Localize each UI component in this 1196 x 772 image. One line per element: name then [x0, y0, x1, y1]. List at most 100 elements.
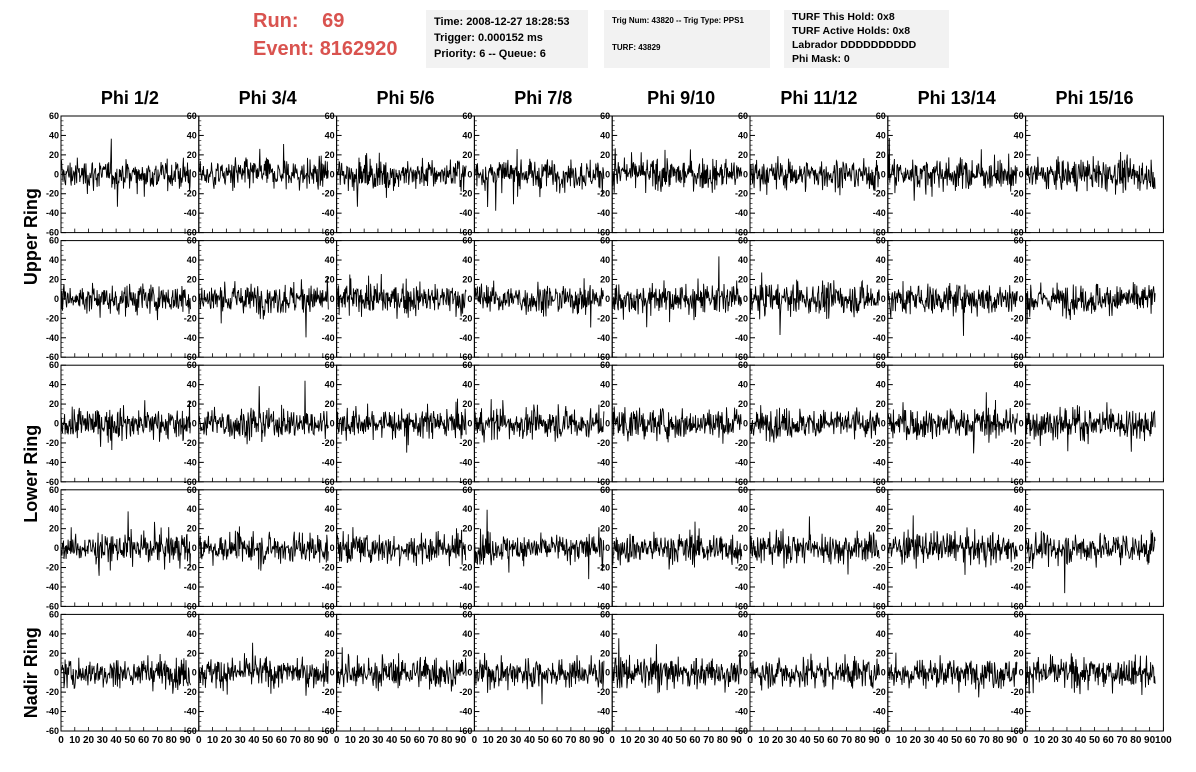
y-tick-label: 20 — [325, 399, 335, 409]
y-tick-label: -20 — [459, 438, 472, 448]
y-tick-label: -40 — [873, 582, 886, 592]
waveform-trace — [611, 521, 743, 570]
x-tick-label: 10 — [345, 735, 357, 746]
y-tick-label: -60 — [459, 726, 472, 736]
y-tick-label: 0 — [330, 543, 335, 553]
panel-frame — [473, 613, 613, 732]
x-tick-label: 80 — [717, 735, 729, 746]
y-tick-label: 20 — [876, 150, 886, 160]
turf-info-box: TURF This Hold: 0x8 TURF Active Holds: 0… — [784, 10, 949, 68]
y-tick-label: -40 — [322, 707, 335, 717]
trig-num-line: Trig Num: 43820 -- Trig Type: PPS1 — [612, 16, 744, 25]
y-tick-label: 0 — [330, 294, 335, 304]
panel-frame — [749, 613, 889, 732]
x-tick-label: 10 — [758, 735, 770, 746]
time-line: Time: 2008-12-27 18:28:53 — [434, 16, 570, 28]
waveform-trace — [1025, 282, 1156, 324]
x-tick-label: 70 — [1116, 735, 1128, 746]
y-tick-label: 20 — [462, 150, 472, 160]
waveform-trace — [611, 638, 743, 694]
x-tick-label: 30 — [648, 735, 660, 746]
y-tick-label: 40 — [600, 504, 610, 514]
y-tick-label: -20 — [873, 687, 886, 697]
phi-mask-line: Phi Mask: 0 — [792, 53, 850, 65]
y-tick-label: 0 — [1019, 668, 1024, 678]
y-tick-label: 0 — [881, 543, 886, 553]
y-tick-label: 20 — [876, 648, 886, 658]
y-tick-label: 40 — [49, 130, 59, 140]
y-tick-label: 60 — [462, 360, 472, 370]
x-tick-label: 90 — [1144, 735, 1156, 746]
y-tick-label: -60 — [184, 601, 197, 611]
y-tick-label: -40 — [459, 707, 472, 717]
y-tick-label: 0 — [605, 419, 610, 429]
y-tick-label: -40 — [873, 707, 886, 717]
x-tick-label: 30 — [786, 735, 798, 746]
y-tick-label: 0 — [605, 294, 610, 304]
y-tick-label: -20 — [873, 438, 886, 448]
y-tick-label: 0 — [54, 169, 59, 179]
y-tick-label: 40 — [876, 255, 886, 265]
y-tick-label: -20 — [459, 313, 472, 323]
x-tick-label: 20 — [83, 735, 95, 746]
y-tick-label: 20 — [1014, 274, 1024, 284]
y-tick-label: 0 — [881, 419, 886, 429]
y-tick-label: 40 — [1014, 130, 1024, 140]
waveform-trace — [336, 647, 467, 692]
y-tick-label: -20 — [597, 313, 610, 323]
y-tick-label: -20 — [873, 313, 886, 323]
x-tick-label: 40 — [248, 735, 260, 746]
x-tick-label: 0 — [747, 735, 753, 746]
y-tick-label: 20 — [462, 399, 472, 409]
x-tick-label: 20 — [772, 735, 784, 746]
waveform-trace — [887, 652, 1018, 698]
x-tick-label: 40 — [386, 735, 398, 746]
y-tick-label: -20 — [735, 563, 748, 573]
y-tick-label: 0 — [54, 668, 59, 678]
y-tick-label: -40 — [184, 707, 197, 717]
y-tick-label: 40 — [738, 255, 748, 265]
turf-num-line: TURF: 43829 — [612, 43, 661, 52]
labrador-line: Labrador DDDDDDDDDD — [792, 39, 917, 51]
x-tick-label: 50 — [538, 735, 550, 746]
x-tick-label: 80 — [166, 735, 178, 746]
x-tick-label: 70 — [427, 735, 439, 746]
x-tick-label: 20 — [1048, 735, 1060, 746]
y-tick-label: -20 — [735, 189, 748, 199]
y-tick-label: 40 — [187, 504, 197, 514]
waveform-trace — [749, 653, 880, 691]
y-tick-label: -40 — [459, 208, 472, 218]
y-tick-label: -40 — [597, 333, 610, 343]
run-label-text: Run: — [253, 10, 299, 32]
y-tick-label: -60 — [735, 477, 748, 487]
y-tick-label: -60 — [873, 726, 886, 736]
y-tick-label: 60 — [600, 111, 610, 121]
waveform-trace — [336, 152, 467, 207]
y-tick-label: -20 — [1011, 313, 1024, 323]
y-tick-label: 40 — [49, 629, 59, 639]
x-tick-label: 10 — [207, 735, 219, 746]
x-tick-label: 90 — [731, 735, 743, 746]
y-tick-label: 20 — [49, 648, 59, 658]
x-tick-label: 40 — [937, 735, 949, 746]
y-tick-label: 20 — [1014, 648, 1024, 658]
y-tick-label: -20 — [322, 563, 335, 573]
x-tick-label: 50 — [400, 735, 412, 746]
y-tick-label: 60 — [49, 236, 59, 246]
y-tick-label: -40 — [873, 333, 886, 343]
y-tick-label: -40 — [184, 582, 197, 592]
y-tick-label: -60 — [1011, 477, 1024, 487]
y-tick-label: 20 — [187, 399, 197, 409]
y-tick-label: 20 — [325, 150, 335, 160]
y-tick-label: -20 — [184, 687, 197, 697]
y-tick-label: 60 — [187, 360, 197, 370]
y-tick-label: -40 — [322, 582, 335, 592]
x-tick-label: 30 — [372, 735, 384, 746]
x-tick-label: 90 — [455, 735, 467, 746]
y-tick-label: -20 — [1011, 189, 1024, 199]
y-tick-label: 0 — [743, 543, 748, 553]
y-tick-label: -60 — [46, 352, 59, 362]
waveform-trace — [336, 527, 467, 567]
y-tick-label: -20 — [1011, 687, 1024, 697]
y-tick-label: -20 — [597, 438, 610, 448]
